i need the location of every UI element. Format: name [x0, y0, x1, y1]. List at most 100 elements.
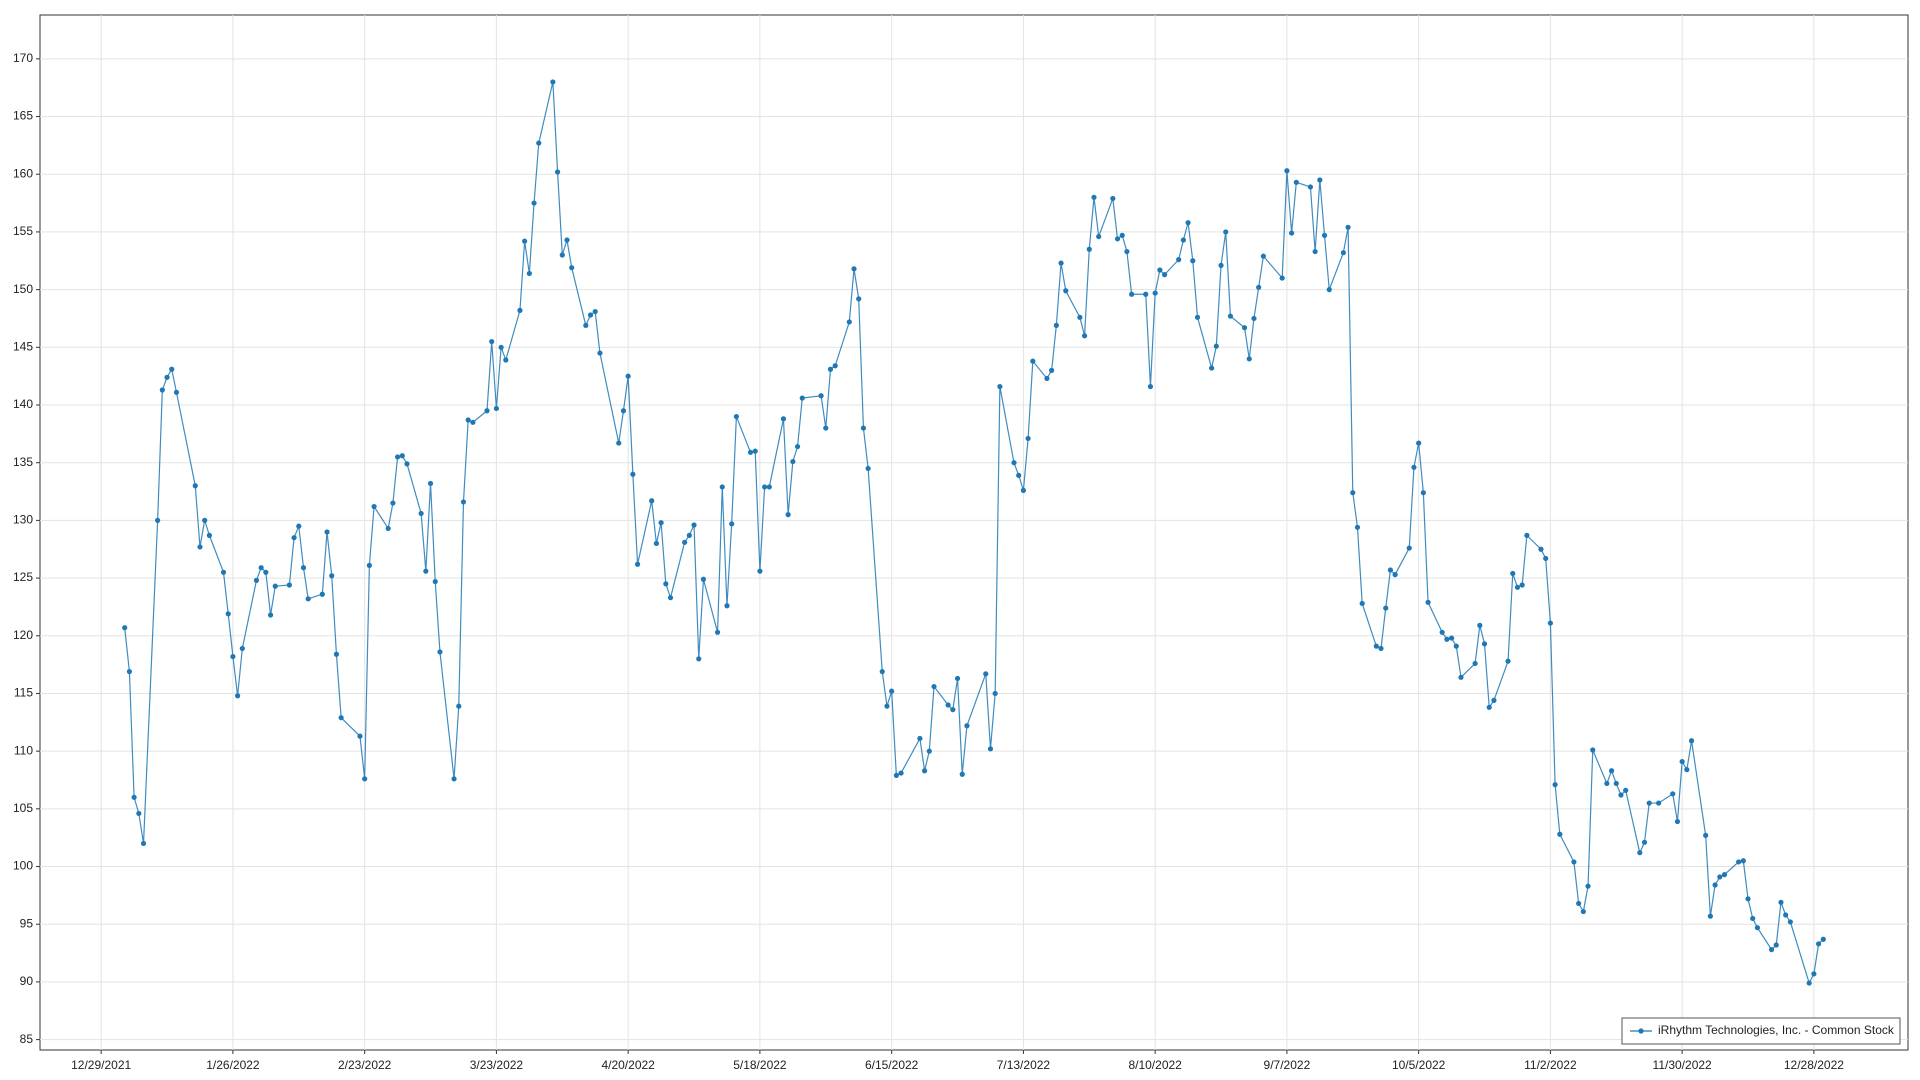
data-point	[1176, 257, 1182, 263]
data-point	[1279, 275, 1285, 281]
y-tick-label: 135	[13, 455, 33, 469]
data-point	[1820, 936, 1826, 942]
data-point	[1157, 267, 1163, 273]
data-point	[1458, 674, 1464, 680]
data-point	[1557, 831, 1563, 837]
data-point	[1114, 236, 1121, 242]
data-point	[1194, 314, 1201, 320]
data-point	[1717, 874, 1723, 880]
data-point	[437, 649, 443, 655]
data-point	[1590, 747, 1596, 753]
data-point	[1416, 440, 1422, 446]
data-point	[724, 603, 730, 609]
data-point	[1585, 883, 1591, 889]
data-point	[333, 651, 340, 657]
data-point	[470, 419, 476, 425]
data-point	[1053, 322, 1059, 328]
data-point	[432, 578, 438, 585]
data-point	[649, 498, 655, 504]
y-tick-label: 110	[14, 743, 33, 757]
x-tick-label: 2/23/2022	[338, 1058, 392, 1072]
data-point	[1576, 900, 1582, 907]
y-tick-label: 90	[20, 974, 34, 988]
data-point	[1491, 697, 1497, 703]
data-point	[498, 344, 504, 350]
data-point	[1646, 800, 1652, 806]
data-point	[1326, 287, 1332, 293]
data-point	[1289, 230, 1295, 236]
data-point	[1143, 291, 1149, 297]
data-point	[1218, 262, 1224, 268]
x-tick-label: 5/18/2022	[733, 1058, 787, 1072]
data-point	[253, 577, 260, 583]
data-point	[1284, 168, 1290, 174]
data-point	[1077, 314, 1083, 320]
data-point	[338, 715, 344, 721]
data-point	[503, 357, 509, 363]
data-point	[729, 521, 735, 527]
data-point	[1439, 629, 1445, 635]
data-point	[794, 443, 801, 450]
data-point	[1317, 177, 1323, 183]
data-point	[1383, 605, 1389, 611]
data-point	[1129, 291, 1135, 297]
data-point	[616, 440, 622, 446]
data-point	[569, 265, 575, 271]
data-point	[1373, 643, 1379, 649]
data-point	[1411, 464, 1417, 470]
y-tick-label: 130	[13, 513, 33, 527]
data-point	[202, 517, 208, 523]
data-point	[559, 252, 565, 258]
data-point	[983, 671, 989, 677]
y-tick-label: 170	[13, 51, 33, 65]
data-point	[1293, 179, 1299, 185]
data-point	[390, 500, 396, 506]
data-point	[945, 702, 951, 708]
data-point	[239, 645, 245, 652]
data-point	[931, 683, 937, 690]
data-point	[206, 532, 212, 538]
x-tick-label: 6/15/2022	[865, 1058, 919, 1072]
data-point	[747, 449, 754, 455]
data-point	[1312, 248, 1318, 255]
data-point	[286, 582, 292, 588]
data-point	[1378, 645, 1384, 652]
y-tick-label: 160	[13, 166, 33, 180]
data-point	[1227, 313, 1234, 319]
data-point	[418, 510, 424, 517]
data-point	[832, 363, 838, 369]
data-point	[1453, 643, 1459, 649]
data-point	[192, 483, 198, 489]
data-point	[173, 389, 180, 395]
data-point	[663, 581, 669, 587]
data-point	[1623, 787, 1629, 793]
data-point	[1147, 383, 1154, 390]
data-point	[1223, 229, 1229, 235]
y-tick-label: 145	[13, 339, 33, 353]
data-point	[1510, 570, 1516, 577]
data-point	[1448, 635, 1455, 641]
data-point	[1721, 872, 1728, 878]
y-tick-label: 85	[20, 1032, 34, 1046]
data-point	[856, 296, 862, 302]
data-point	[959, 771, 965, 777]
data-point	[827, 366, 834, 372]
data-point	[1604, 780, 1610, 787]
data-point	[1345, 224, 1351, 230]
data-point	[630, 471, 636, 477]
data-point	[583, 322, 589, 328]
data-point	[714, 629, 721, 635]
data-point	[1684, 767, 1690, 773]
data-point	[1641, 839, 1648, 845]
data-point	[1406, 545, 1412, 551]
plot-area	[39, 14, 1909, 1051]
data-point	[1025, 435, 1031, 442]
data-point	[1213, 343, 1219, 349]
data-point	[851, 266, 857, 272]
data-point	[667, 595, 674, 601]
data-point	[1392, 572, 1398, 578]
data-point	[898, 770, 904, 776]
data-point	[597, 350, 603, 356]
data-point	[1350, 490, 1356, 496]
y-tick-label: 165	[13, 109, 33, 123]
